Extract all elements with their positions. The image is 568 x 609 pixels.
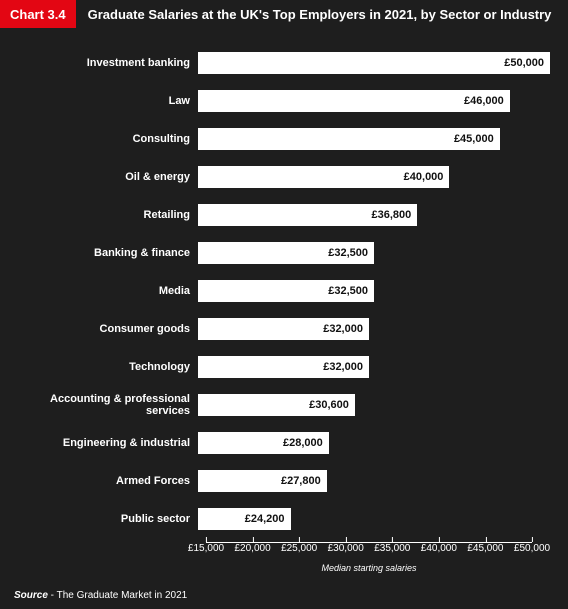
row-label: Public sector [18, 513, 198, 525]
x-tick: £50,000 [514, 543, 550, 554]
bar-value: £40,000 [404, 171, 444, 183]
source-label: Source [14, 590, 48, 601]
bar-value: £50,000 [504, 57, 544, 69]
x-axis-label: Median starting salaries [206, 563, 532, 573]
row-label: Investment banking [18, 57, 198, 69]
chart-row: Accounting & professional services £30,60… [18, 390, 550, 420]
chart-row: Banking & finance £32,500 [18, 238, 550, 268]
bar: £32,500 [198, 242, 374, 264]
bar-track: £24,200 [198, 508, 550, 530]
bar-track: £32,000 [198, 356, 550, 378]
chart-row: Law £46,000 [18, 86, 550, 116]
bar-value: £32,500 [328, 247, 368, 259]
x-tick: £20,000 [234, 543, 270, 554]
bar-value: £36,800 [371, 209, 411, 221]
x-axis: £15,000£20,000£25,000£30,000£35,000£40,0… [206, 542, 532, 583]
source-line: Source - The Graduate Market in 2021 [14, 590, 187, 601]
x-axis-ticks: £15,000£20,000£25,000£30,000£35,000£40,0… [206, 543, 532, 561]
bar-track: £32,000 [198, 318, 550, 340]
bar-track: £45,000 [198, 128, 550, 150]
bar: £40,000 [198, 166, 449, 188]
bar: £24,200 [198, 508, 291, 530]
source-text: - The Graduate Market in 2021 [48, 590, 187, 601]
chart-row: Public sector £24,200 [18, 504, 550, 534]
chart-header: Chart 3.4 Graduate Salaries at the UK's … [0, 0, 568, 28]
row-label: Law [18, 95, 198, 107]
bar: £50,000 [198, 52, 550, 74]
bar-value: £32,000 [323, 323, 363, 335]
chart-row: Investment banking £50,000 [18, 48, 550, 78]
bar-value: £28,000 [283, 437, 323, 449]
row-label: Consulting [18, 133, 198, 145]
bar: £32,000 [198, 318, 369, 340]
bar: £32,000 [198, 356, 369, 378]
bar-value: £32,500 [328, 285, 368, 297]
bar-value: £27,800 [281, 475, 321, 487]
row-label: Armed Forces [18, 475, 198, 487]
row-label: Accounting & professional services [18, 393, 198, 417]
chart-number-chip: Chart 3.4 [0, 0, 76, 28]
chart-row: Consumer goods £32,000 [18, 314, 550, 344]
x-tick: £25,000 [281, 543, 317, 554]
chart-row: Retailing £36,800 [18, 200, 550, 230]
bar-track: £30,600 [198, 394, 550, 416]
chart-number: Chart 3.4 [10, 7, 66, 22]
row-label: Consumer goods [18, 323, 198, 335]
row-label: Retailing [18, 209, 198, 221]
row-label: Banking & finance [18, 247, 198, 259]
bar-value: £24,200 [245, 513, 285, 525]
x-tick: £40,000 [421, 543, 457, 554]
x-tick: £45,000 [467, 543, 503, 554]
x-tick: £30,000 [328, 543, 364, 554]
bar-value: £45,000 [454, 133, 494, 145]
bar-track: £40,000 [198, 166, 550, 188]
bar-track: £32,500 [198, 280, 550, 302]
bar: £27,800 [198, 470, 327, 492]
chart-rows: Investment banking £50,000 Law £46,000 Consu… [18, 48, 550, 534]
row-label: Oil & energy [18, 171, 198, 183]
bar-value: £46,000 [464, 95, 504, 107]
chart-row: Media £32,500 [18, 276, 550, 306]
bar: £45,000 [198, 128, 500, 150]
chart-title: Graduate Salaries at the UK's Top Employ… [76, 7, 552, 22]
bar: £30,600 [198, 394, 355, 416]
bar: £28,000 [198, 432, 329, 454]
bar: £36,800 [198, 204, 417, 226]
chart-area: Investment banking £50,000 Law £46,000 Consu… [0, 28, 568, 583]
chart-row: Oil & energy £40,000 [18, 162, 550, 192]
bar-track: £50,000 [198, 52, 550, 74]
bar-value: £30,600 [309, 399, 349, 411]
row-label: Media [18, 285, 198, 297]
bar: £46,000 [198, 90, 510, 112]
bar-track: £46,000 [198, 90, 550, 112]
bar-track: £27,800 [198, 470, 550, 492]
bar-track: £32,500 [198, 242, 550, 264]
bar: £32,500 [198, 280, 374, 302]
chart-row: Engineering & industrial £28,000 [18, 428, 550, 458]
bar-track: £28,000 [198, 432, 550, 454]
bar-value: £32,000 [323, 361, 363, 373]
chart-row: Armed Forces £27,800 [18, 466, 550, 496]
x-tick: £35,000 [374, 543, 410, 554]
row-label: Technology [18, 361, 198, 373]
row-label: Engineering & industrial [18, 437, 198, 449]
chart-row: Consulting £45,000 [18, 124, 550, 154]
x-tick: £15,000 [188, 543, 224, 554]
chart-row: Technology £32,000 [18, 352, 550, 382]
bar-track: £36,800 [198, 204, 550, 226]
